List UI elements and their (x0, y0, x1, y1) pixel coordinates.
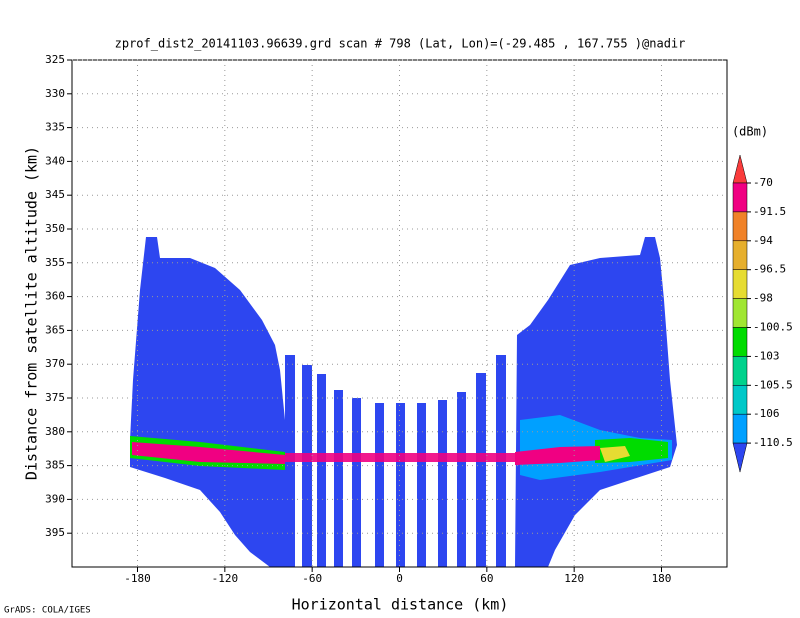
y-tick-label: 395 (45, 526, 65, 539)
y-tick-label: 390 (45, 492, 65, 505)
y-tick-label: 345 (45, 188, 65, 201)
field-region (515, 237, 677, 567)
x-axis-label: Horizontal distance (km) (292, 596, 509, 614)
field (130, 237, 677, 567)
field-region (457, 392, 466, 567)
colorbar-tick-label: -94 (753, 234, 773, 247)
colorbar-segment (732, 413, 748, 444)
field-region (600, 446, 630, 462)
colorbar-tick-label: -105.5 (753, 378, 793, 391)
y-tick-label: 340 (45, 154, 65, 167)
colorbar-tick-label: -110.5 (753, 436, 793, 449)
field-region (352, 398, 361, 567)
colorbar-triangle (732, 154, 748, 184)
colorbar-label: (dBm) (732, 125, 768, 139)
x-tick-label: 120 (564, 572, 584, 585)
colorbar-tick-label: -106 (753, 407, 780, 420)
colorbar-segment (732, 269, 748, 299)
y-tick-label: 330 (45, 87, 65, 100)
field-region (285, 453, 515, 462)
colorbar-tick-label: -91.5 (753, 205, 786, 218)
field-region (132, 442, 285, 464)
y-tick-label: 375 (45, 391, 65, 404)
y-tick-label: 380 (45, 425, 65, 438)
y-tick-label: 335 (45, 121, 65, 134)
colorbar-tick-label: -103 (753, 349, 780, 362)
colorbar-segment (732, 240, 748, 270)
colorbar-segment (732, 298, 748, 328)
colorbar-segment (732, 182, 748, 213)
field-region (417, 403, 426, 567)
field-region (438, 400, 447, 567)
x-tick-label: 0 (396, 572, 403, 585)
y-tick-label: 365 (45, 323, 65, 336)
colorbar-tick-label: -70 (753, 176, 773, 189)
colorbar-tick-label: -98 (753, 292, 773, 305)
footer: GrADS: COLA/IGES (4, 606, 91, 616)
field-region (334, 390, 343, 567)
colorbar-segment (732, 385, 748, 415)
x-tick-label: -60 (302, 572, 322, 585)
y-tick-label: 370 (45, 357, 65, 370)
colorbar-tick-label: -100.5 (753, 321, 793, 334)
colorbar-tick-label: -96.5 (753, 263, 786, 276)
colorbar-segment (732, 211, 748, 242)
y-tick-label: 360 (45, 290, 65, 303)
chart-title: zprof_dist2_20141103.96639.grd scan # 79… (115, 37, 686, 51)
field-region (375, 403, 384, 567)
colorbar-segment (732, 356, 748, 386)
y-tick-label: 325 (45, 53, 65, 66)
y-axis-label: Distance from satellite altitude (km) (23, 146, 41, 480)
y-tick-label: 355 (45, 256, 65, 269)
y-tick-label: 350 (45, 222, 65, 235)
x-tick-label: 60 (480, 572, 493, 585)
x-tick-label: -120 (212, 572, 239, 585)
field-region (396, 403, 405, 567)
x-tick-label: 180 (652, 572, 672, 585)
x-tick-label: -180 (124, 572, 151, 585)
y-tick-label: 385 (45, 459, 65, 472)
colorbar-segment (732, 327, 748, 357)
field-region (476, 373, 486, 567)
field-region (515, 446, 600, 465)
field-region (317, 374, 326, 567)
colorbar-triangle (732, 442, 748, 473)
field-region (130, 237, 287, 567)
